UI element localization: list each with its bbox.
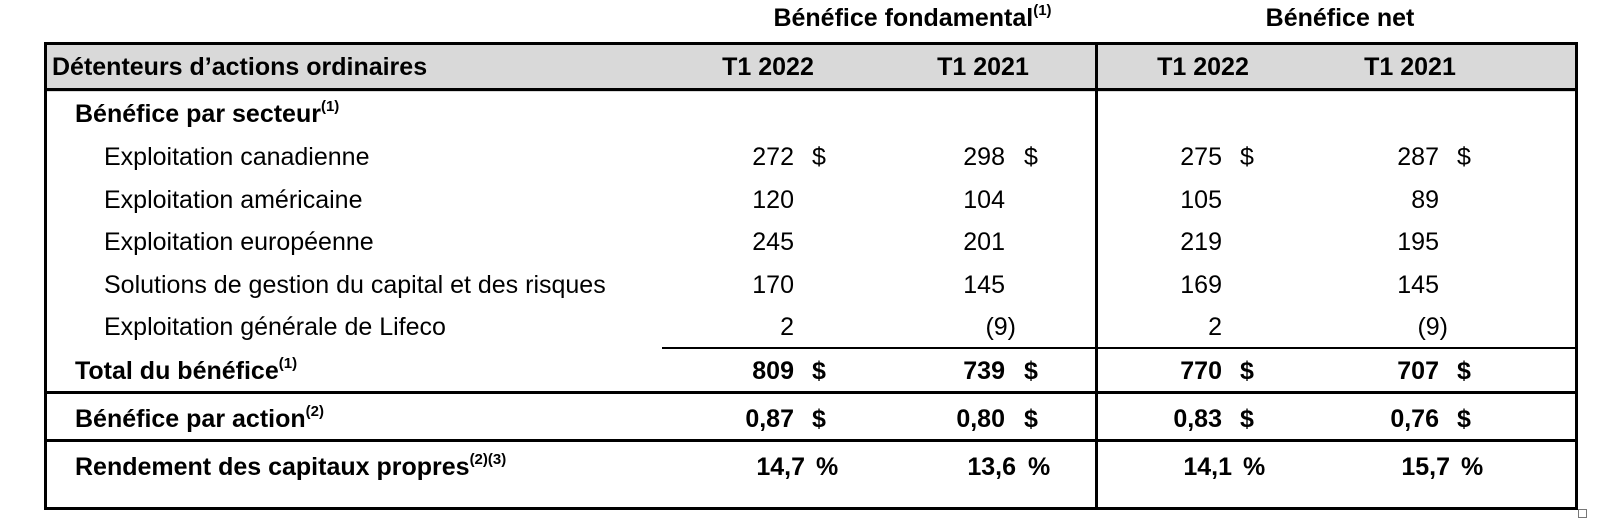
unit-cell: $ — [812, 357, 826, 385]
table-cell: 201 — [963, 228, 1005, 256]
unit-cell: $ — [1457, 357, 1471, 385]
eps-label: Bénéfice par action(2) — [75, 403, 324, 433]
table-cell: 145 — [1397, 271, 1439, 299]
resize-handle[interactable] — [1578, 509, 1587, 518]
table-cell: 287 — [1397, 143, 1439, 171]
total-cell: 739 — [963, 357, 1005, 385]
footnote-ref: (1) — [1033, 2, 1052, 19]
eps-cell: 0,83 — [1173, 405, 1222, 433]
unit-cell: $ — [812, 405, 826, 433]
unit-cell: % — [1461, 453, 1484, 481]
roe-cell: 14,1 — [1183, 453, 1232, 481]
eps-cell: 0,80 — [956, 405, 1005, 433]
table-cell: 120 — [752, 186, 794, 214]
eps-bottom-rule — [47, 439, 1575, 442]
row-label: Solutions de gestion du capital et des r… — [104, 271, 606, 299]
table-cell: 298 — [963, 143, 1005, 171]
unit-cell: % — [816, 453, 839, 481]
earnings-table-frame — [44, 42, 1578, 510]
unit-cell: $ — [1024, 357, 1038, 385]
group-heading-net-earnings: Bénéfice net — [1265, 4, 1415, 32]
unit-cell: $ — [812, 143, 826, 171]
header-bottom-rule — [47, 88, 1575, 91]
table-cell: (9) — [1417, 313, 1448, 341]
total-cell: 770 — [1180, 357, 1222, 385]
table-cell: 170 — [752, 271, 794, 299]
eps-cell: 0,76 — [1390, 405, 1439, 433]
table-cell: 104 — [963, 186, 1005, 214]
unit-cell: $ — [1240, 405, 1254, 433]
unit-cell: $ — [1024, 405, 1038, 433]
roe-cell: 13,6 — [967, 453, 1016, 481]
total-bottom-rule — [47, 391, 1575, 394]
subtotal-rule — [662, 347, 1575, 349]
table-cell: 169 — [1180, 271, 1222, 299]
col-header-core-2021: T1 2021 — [937, 53, 1029, 81]
row-label: Exploitation canadienne — [104, 143, 370, 171]
table-cell: 2 — [1208, 313, 1222, 341]
row-label: Exploitation américaine — [104, 186, 363, 214]
row-label: Exploitation européenne — [104, 228, 374, 256]
table-cell: 219 — [1180, 228, 1222, 256]
header-row-label: Détenteurs d’actions ordinaires — [52, 53, 428, 81]
table-cell: 275 — [1180, 143, 1222, 171]
table-cell: 105 — [1180, 186, 1222, 214]
col-header-core-2022: T1 2022 — [722, 53, 814, 81]
group-heading-core-earnings: Bénéfice fondamental(1) — [773, 2, 1052, 32]
table-cell: (9) — [985, 313, 1016, 341]
section-heading: Bénéfice par secteur(1) — [75, 98, 340, 128]
table-cell: 145 — [963, 271, 1005, 299]
unit-cell: % — [1028, 453, 1051, 481]
unit-cell: % — [1243, 453, 1266, 481]
col-header-net-2021: T1 2021 — [1364, 53, 1456, 81]
table-cell: 2 — [780, 313, 794, 341]
footnote-ref: (2) — [305, 403, 324, 420]
footnote-ref: (2)(3) — [469, 451, 507, 468]
unit-cell: $ — [1457, 143, 1471, 171]
table-cell: 245 — [752, 228, 794, 256]
unit-cell: $ — [1024, 143, 1038, 171]
roe-cell: 15,7 — [1401, 453, 1450, 481]
table-cell: 272 — [752, 143, 794, 171]
col-header-net-2022: T1 2022 — [1157, 53, 1249, 81]
footnote-ref: (1) — [320, 98, 340, 115]
row-label: Exploitation générale de Lifeco — [104, 313, 446, 341]
total-cell: 809 — [752, 357, 794, 385]
roe-cell: 14,7 — [756, 453, 805, 481]
eps-cell: 0,87 — [745, 405, 794, 433]
unit-cell: $ — [1457, 405, 1471, 433]
unit-cell: $ — [1240, 143, 1254, 171]
roe-label: Rendement des capitaux propres(2)(3) — [75, 451, 507, 481]
footnote-ref: (1) — [278, 355, 298, 372]
total-cell: 707 — [1397, 357, 1439, 385]
group-divider — [1095, 45, 1098, 507]
unit-cell: $ — [1240, 357, 1254, 385]
table-cell: 89 — [1411, 186, 1439, 214]
table-header-background — [47, 45, 1575, 92]
table-cell: 195 — [1397, 228, 1439, 256]
total-label: Total du bénéfice(1) — [75, 355, 298, 385]
